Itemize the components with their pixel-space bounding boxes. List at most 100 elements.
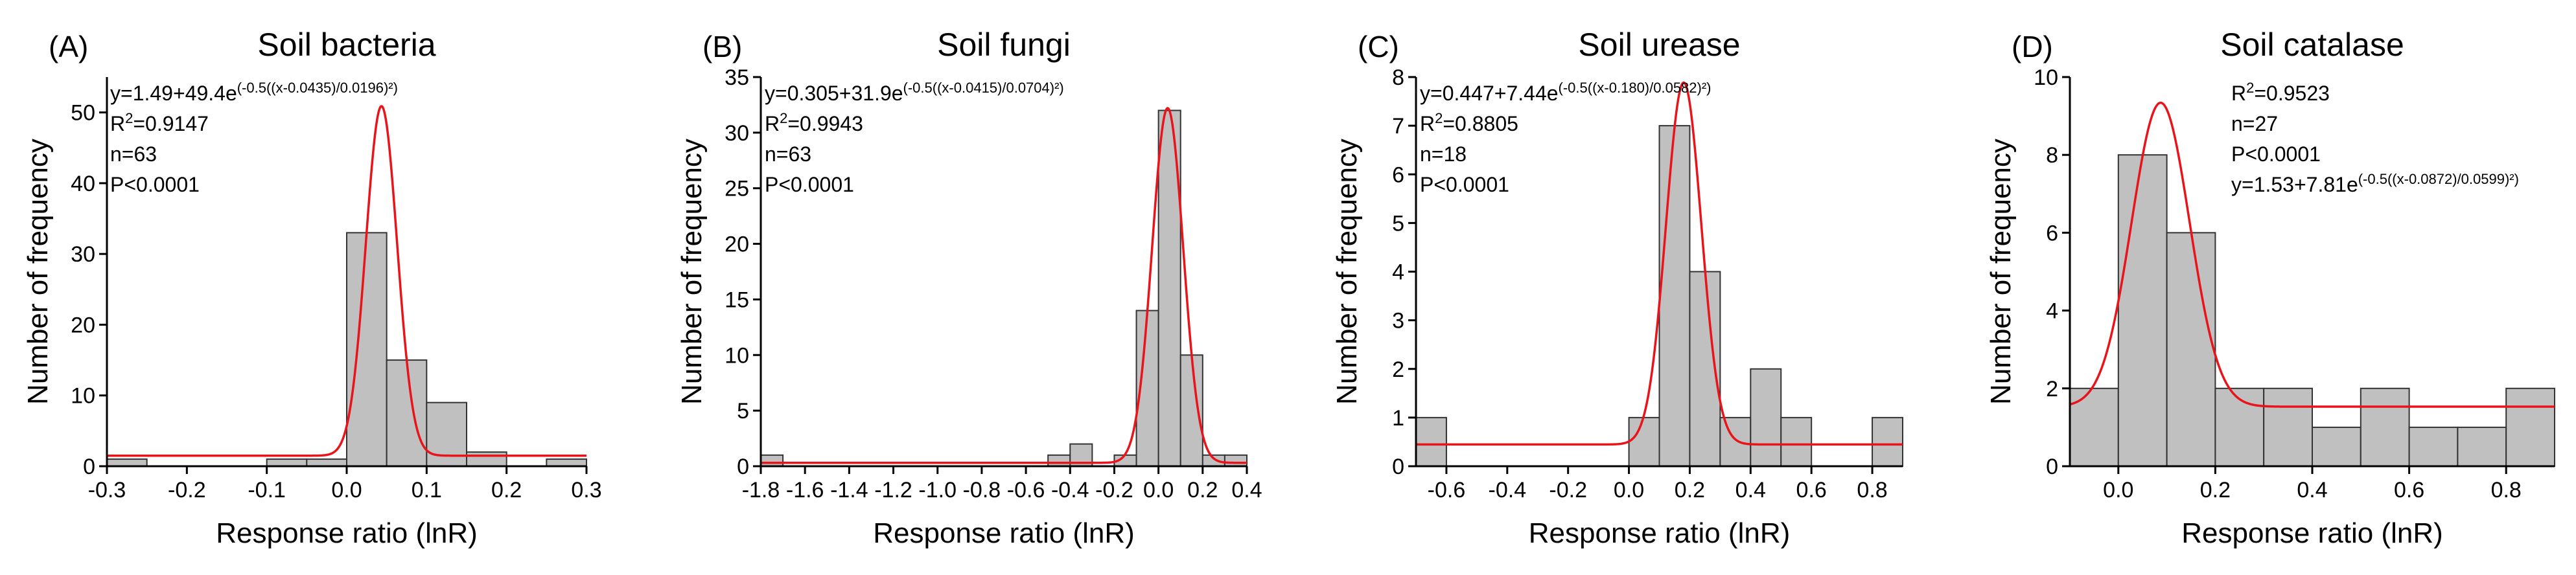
y-tick-label: 0 bbox=[83, 455, 95, 479]
y-tick-label: 20 bbox=[725, 232, 749, 257]
bar bbox=[1415, 416, 1447, 467]
annotation-sup: 2 bbox=[125, 110, 133, 126]
chart-title: Soil catalase bbox=[2220, 27, 2404, 63]
chart-title: Soil fungi bbox=[937, 27, 1071, 63]
y-tick-label: 40 bbox=[71, 172, 95, 196]
annotation: P<0.0001 bbox=[110, 173, 200, 196]
panel-label: (A) bbox=[49, 30, 88, 63]
y-tick-label: 8 bbox=[1392, 65, 1404, 90]
annotation-text: =0.9943 bbox=[787, 112, 863, 135]
y-tick-label: 20 bbox=[71, 313, 95, 337]
fit-curve bbox=[1416, 81, 1903, 446]
y-tick-label: 5 bbox=[737, 399, 749, 423]
annotation: R2=0.8805 bbox=[1420, 110, 1518, 136]
annotation-text: n=63 bbox=[765, 142, 811, 166]
annotation: R2=0.9943 bbox=[765, 110, 863, 136]
annotation-text: P<0.0001 bbox=[1420, 173, 1509, 196]
x-tick-label: 0.1 bbox=[412, 478, 442, 502]
annotation: P<0.0001 bbox=[1420, 173, 1509, 196]
x-axis-label: Response ratio (lnR) bbox=[216, 517, 478, 549]
panel: (A) Soil bacteria Response ratio (lnR) Numb… bbox=[22, 27, 602, 549]
y-tick-label: 15 bbox=[725, 288, 749, 312]
annotation: R2=0.9147 bbox=[110, 110, 209, 136]
bar bbox=[1719, 416, 1752, 467]
annotation: n=27 bbox=[2231, 112, 2278, 135]
fit-curve bbox=[2069, 101, 2555, 408]
x-tick-label: 0.8 bbox=[1857, 478, 1887, 502]
x-tick-label: -0.2 bbox=[168, 478, 206, 502]
y-tick-label: 10 bbox=[71, 384, 95, 409]
annotation: y=0.305+31.9e(-0.5((x-0.0415)/0.0704)²) bbox=[765, 80, 1064, 106]
x-tick-label: 0.0 bbox=[331, 478, 362, 502]
bar bbox=[1201, 454, 1225, 467]
annotation-sup: (-0.5((x-0.0415)/0.0704)²) bbox=[903, 80, 1064, 96]
bar bbox=[2214, 387, 2265, 467]
annotation-text: R bbox=[765, 112, 780, 135]
annotation-text: P<0.0001 bbox=[2231, 142, 2321, 166]
annotation-sup: 2 bbox=[780, 110, 787, 126]
bar bbox=[2117, 154, 2168, 467]
y-tick-label: 35 bbox=[725, 65, 749, 90]
annotation-text: R bbox=[1420, 112, 1435, 135]
x-tick-label: 0.4 bbox=[1735, 478, 1766, 502]
x-tick-label: -0.6 bbox=[1428, 478, 1466, 502]
bar bbox=[1658, 125, 1691, 467]
annotation-sup: 2 bbox=[2246, 80, 2254, 96]
y-tick-label: 4 bbox=[2046, 299, 2058, 324]
panel-label: (B) bbox=[702, 30, 742, 63]
x-axis-label: Response ratio (lnR) bbox=[873, 517, 1135, 549]
x-tick-label: -1.4 bbox=[830, 478, 868, 502]
y-tick-label: 0 bbox=[2046, 455, 2058, 479]
x-tick-label: -0.4 bbox=[1051, 478, 1089, 502]
x-tick-label: -0.6 bbox=[1007, 478, 1045, 502]
y-axis-label: Number of frequency bbox=[676, 139, 708, 405]
x-tick-label: -1.6 bbox=[786, 478, 824, 502]
x-tick-label: 0.0 bbox=[2103, 478, 2133, 502]
x-tick-label: -0.4 bbox=[1489, 478, 1527, 502]
x-tick-label: 0.2 bbox=[491, 478, 522, 502]
x-tick-label: 0.2 bbox=[2200, 478, 2231, 502]
x-axis-label: Response ratio (lnR) bbox=[1529, 517, 1791, 549]
annotation: y=1.49+49.4e(-0.5((x-0.0435)/0.0196)²) bbox=[110, 80, 398, 106]
bar bbox=[2312, 426, 2361, 468]
bar bbox=[1872, 416, 1903, 467]
bar bbox=[2457, 426, 2507, 468]
panel-label: (C) bbox=[1358, 30, 1399, 63]
annotation-text: =0.9523 bbox=[2254, 82, 2330, 105]
x-tick-label: 0.4 bbox=[2297, 478, 2327, 502]
y-tick-label: 30 bbox=[725, 121, 749, 146]
annotation: n=18 bbox=[1420, 142, 1467, 166]
annotation-text: n=63 bbox=[110, 142, 157, 166]
y-tick-label: 2 bbox=[2046, 377, 2058, 401]
annotation: P<0.0001 bbox=[2231, 142, 2321, 166]
annotation: y=1.53+7.81e(-0.5((x-0.0872)/0.0599)²) bbox=[2231, 171, 2519, 197]
y-tick-label: 0 bbox=[737, 455, 749, 479]
bar bbox=[266, 458, 308, 468]
bar bbox=[546, 458, 587, 468]
x-tick-label: 0.0 bbox=[1614, 478, 1644, 502]
bar bbox=[306, 458, 348, 468]
panel: (D) Soil catalase Response ratio (lnR) Numb… bbox=[1985, 27, 2555, 549]
annotation-text: y=0.305+31.9e bbox=[765, 82, 903, 105]
annotation-sup: (-0.5((x-0.0435)/0.0196)²) bbox=[237, 80, 398, 96]
bar bbox=[1750, 368, 1782, 467]
y-tick-label: 7 bbox=[1392, 114, 1404, 139]
y-tick-label: 4 bbox=[1392, 260, 1404, 285]
bar bbox=[2360, 387, 2410, 467]
bar bbox=[1047, 454, 1071, 467]
bar bbox=[2069, 387, 2119, 467]
y-tick-label: 10 bbox=[725, 343, 749, 368]
x-tick-label: -0.3 bbox=[88, 478, 126, 502]
annotation: P<0.0001 bbox=[765, 173, 854, 196]
panel: (B) Soil fungi Response ratio (lnR) Number … bbox=[676, 27, 1262, 549]
annotation: R2=0.9523 bbox=[2231, 80, 2330, 106]
x-tick-label: 0.6 bbox=[2394, 478, 2424, 502]
x-tick-label: -0.2 bbox=[1549, 478, 1587, 502]
bar bbox=[2263, 387, 2313, 467]
bar bbox=[1628, 416, 1660, 467]
x-tick-label: 0.0 bbox=[1143, 478, 1174, 502]
annotation-text: n=27 bbox=[2231, 112, 2278, 135]
bar bbox=[1224, 454, 1247, 467]
bar bbox=[2505, 387, 2555, 467]
y-tick-label: 3 bbox=[1392, 309, 1404, 333]
